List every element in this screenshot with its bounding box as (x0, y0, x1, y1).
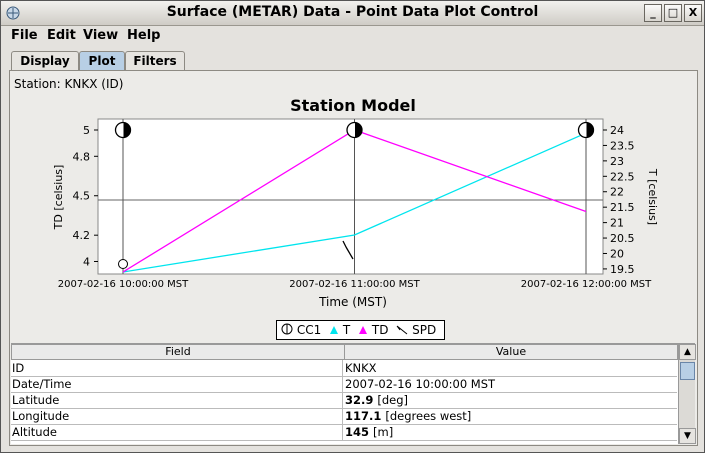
station-label: Station: KNKX (ID) (14, 77, 124, 91)
right-tick-label: 24 (610, 124, 624, 137)
table-row[interactable]: Altitude 145 [m] (11, 424, 677, 441)
table-row[interactable]: Latitude 32.9 [deg] (11, 392, 677, 409)
value-cell: 145 [m] (345, 424, 675, 440)
data-table[interactable]: Field Value ID KNKX Date/Time 2007-02-16 10… (11, 343, 696, 444)
value-cell: 32.9 [deg] (345, 392, 675, 408)
right-tick-label: 22.5 (610, 170, 635, 183)
value-number: 145 (345, 425, 370, 439)
right-tick-label: 21 (610, 217, 624, 230)
menu-help[interactable]: Help (127, 28, 161, 43)
series-line-t (122, 132, 587, 273)
tab-display[interactable]: Display (11, 51, 79, 70)
value-number: 117.1 (345, 409, 382, 423)
wind-barb-icon (396, 325, 408, 335)
maximize-button[interactable]: □ (664, 4, 682, 22)
cloud-cover-icon (281, 323, 293, 335)
field-cell: Date/Time (12, 376, 343, 392)
tab-plot[interactable]: Plot (79, 51, 125, 70)
right-tick-label: 20.5 (610, 232, 635, 245)
minimize-button[interactable]: _ (644, 4, 662, 22)
right-tick-label: 20 (610, 247, 624, 260)
plot-panel: Station: KNKX (ID) Station Model 5 4.8 4.5… (9, 70, 698, 446)
close-button[interactable]: X (684, 4, 702, 22)
legend-label-t: T (342, 323, 351, 337)
left-axis: 5 4.8 4.5 4.2 4 (73, 124, 98, 268)
x-tick-label: 2007-02-16 11:00:00 MST (289, 279, 420, 290)
right-tick-label: 19.5 (610, 263, 635, 276)
menu-view[interactable]: View (83, 28, 119, 43)
plot-area (97, 118, 604, 275)
right-tick-label: 23.5 (610, 139, 635, 152)
x-tick-label: 2007-02-16 12:00:00 MST (521, 279, 652, 290)
station-model-chart[interactable]: Station Model 5 4.8 4.5 4.2 4 24 23.5 23 22.5 22… (10, 89, 696, 321)
scroll-up-icon[interactable]: ▲ (679, 344, 696, 360)
td-swatch-icon (359, 326, 368, 334)
field-cell: Longitude (12, 408, 343, 424)
table-scrollbar[interactable]: ▲ ▼ (678, 344, 696, 444)
menu-file[interactable]: File (11, 28, 38, 43)
left-tick-label: 4.2 (73, 229, 91, 242)
field-cell: ID (12, 360, 343, 376)
value-cell: 117.1 [degrees west] (345, 408, 675, 424)
left-tick-label: 5 (83, 124, 90, 137)
table-row[interactable]: Longitude 117.1 [degrees west] (11, 408, 677, 425)
t-swatch-icon (330, 326, 339, 334)
scroll-down-icon[interactable]: ▼ (679, 428, 696, 444)
x-tick-label: 2007-02-16 10:00:00 MST (58, 279, 189, 290)
right-tick-label: 21.5 (610, 201, 635, 214)
wind-barb-icon (342, 240, 354, 260)
field-cell: Altitude (12, 424, 343, 440)
cc1-marker (577, 121, 595, 139)
tab-filters[interactable]: Filters (125, 51, 185, 70)
right-tick-label: 22 (610, 186, 624, 199)
field-cell: Latitude (12, 392, 343, 408)
cc1-markers (114, 121, 595, 139)
scroll-thumb[interactable] (680, 362, 695, 380)
left-tick-label: 4 (83, 255, 90, 268)
left-tick-label: 4.5 (73, 190, 91, 203)
value-number: 32.9 (345, 393, 374, 407)
right-axis: 24 23.5 23 22.5 22 21.5 21 20.5 20 19.5 (603, 124, 635, 276)
y-axis-label-right: T [celsius] (646, 168, 659, 225)
title-bar[interactable]: Surface (METAR) Data - Point Data Plot C… (1, 1, 704, 26)
y-axis-label-left: TD [celsius] (52, 165, 65, 231)
legend-item-t: T (329, 321, 350, 339)
value-cell: KNKX (345, 361, 377, 375)
left-tick-label: 4.8 (73, 150, 91, 163)
right-tick-label: 23 (610, 155, 624, 168)
menu-bar: File Edit View Help (1, 26, 704, 46)
time-gridlines (122, 119, 587, 274)
value-unit: [deg] (377, 393, 409, 407)
legend-label-cc1: CC1 (296, 323, 322, 337)
chart-title: Station Model (290, 96, 416, 115)
cc1-marker (346, 121, 363, 139)
x-axis: 2007-02-16 10:00:00 MST 2007-02-16 11:00:… (58, 279, 652, 290)
legend-item-cc1: CC1 (281, 321, 321, 339)
value-cell: 2007-02-16 10:00:00 MST (345, 377, 496, 391)
legend-label-spd: SPD (412, 323, 437, 337)
column-header-field[interactable]: Field (11, 344, 345, 360)
app-icon (6, 6, 20, 20)
legend-item-spd: SPD (396, 321, 436, 339)
value-unit: [degrees west] (385, 409, 472, 423)
legend-label-td: TD (371, 323, 389, 337)
x-axis-label: Time (MST) (318, 295, 387, 309)
table-row[interactable]: Date/Time 2007-02-16 10:00:00 MST (11, 376, 677, 393)
cc1-marker (114, 121, 132, 139)
window-title: Surface (METAR) Data - Point Data Plot C… (166, 4, 539, 20)
cc1-clear-marker (118, 259, 128, 269)
chart-legend: CC1 T TD SPD (276, 320, 446, 340)
value-unit: [m] (373, 425, 394, 439)
table-row[interactable]: ID KNKX (11, 360, 677, 377)
legend-item-td: TD (358, 321, 388, 339)
menu-edit[interactable]: Edit (47, 28, 76, 43)
column-header-value[interactable]: Value (344, 344, 678, 360)
